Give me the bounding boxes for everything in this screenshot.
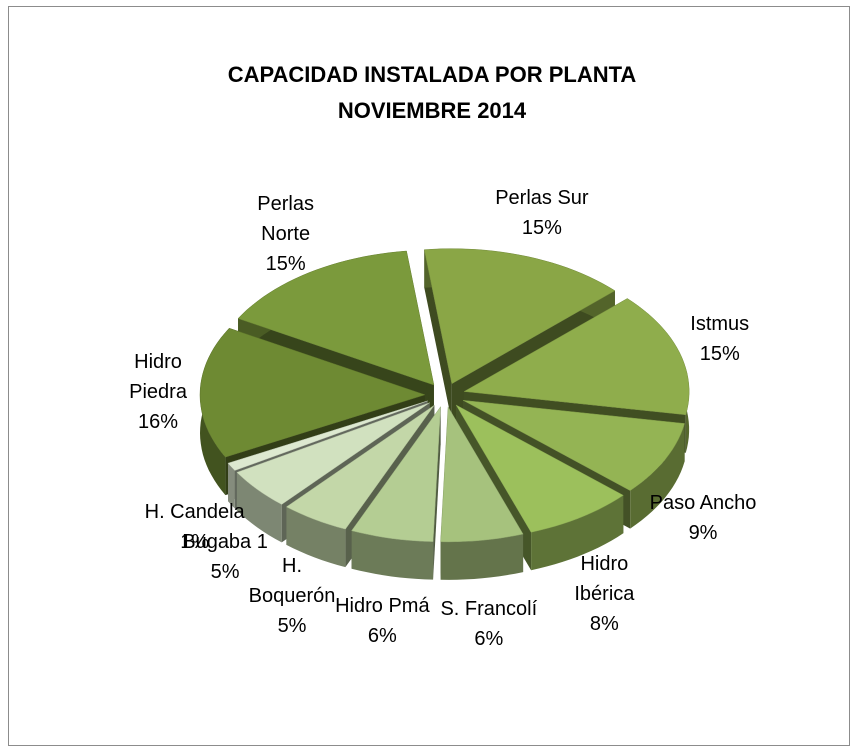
category-label: Perlas Norte (257, 193, 314, 246)
value-label: 9% (688, 521, 718, 544)
value-label: 5% (210, 560, 240, 583)
value-label: 5% (277, 615, 307, 638)
category-label: Hidro Pmá (335, 595, 430, 618)
category-label: Istmus (690, 313, 750, 336)
slice (440, 406, 524, 580)
data-label: Bugaba 1 5% (182, 527, 268, 587)
value-label: 15% (265, 253, 306, 276)
slice (351, 405, 441, 580)
value-label: 15% (699, 343, 740, 366)
slice-top (199, 327, 426, 458)
category-label: Perlas Sur (495, 187, 589, 210)
category-label: Bugaba 1 (182, 530, 268, 553)
data-label: H. Candela 1% (145, 497, 245, 557)
slice-top (237, 250, 435, 386)
value-label: 6% (367, 625, 397, 648)
slice-wall (236, 472, 282, 543)
category-label: Hidro Ibérica (574, 552, 635, 605)
value-label: 6% (474, 627, 504, 650)
slice-wall (286, 506, 346, 568)
data-label: Perlas Sur 15% (495, 183, 588, 243)
data-label: Hidro Pmá 6% (335, 591, 429, 651)
slice-top (462, 400, 685, 491)
data-label: Hidro Ibérica 8% (549, 549, 659, 639)
data-label: Paso Ancho 9% (650, 488, 757, 548)
slice-top (455, 404, 624, 533)
value-label: 1% (180, 531, 210, 554)
slice-side (424, 249, 452, 422)
slice-wall (630, 423, 685, 529)
data-label: Istmus 15% (690, 309, 749, 369)
slice-top (440, 406, 524, 543)
value-label: 15% (521, 217, 562, 240)
slice-wall (440, 534, 524, 580)
category-label: Paso Ancho (649, 491, 757, 514)
chart-border (8, 6, 850, 746)
category-label: H. Boquerón (248, 555, 336, 608)
slice-top (236, 402, 430, 505)
slice-side (433, 406, 441, 580)
data-label: H. Boquerón 5% (237, 551, 347, 641)
value-label: 8% (589, 612, 619, 635)
data-label: Hidro Piedra 16% (103, 347, 213, 437)
slice-top (227, 400, 428, 471)
slice-wall (531, 495, 624, 571)
chart-title: CAPACIDAD INSTALADA POR PLANTA (227, 62, 637, 87)
slice-wall (228, 463, 235, 509)
slice-wall (351, 530, 434, 580)
value-label: 16% (138, 410, 179, 433)
data-label: S. Francolí 6% (440, 594, 537, 654)
slice-top (285, 404, 435, 530)
slice-top (351, 405, 441, 542)
slice-top (423, 248, 616, 385)
category-label: H. Candela (144, 501, 245, 524)
slice-top (463, 298, 690, 416)
data-label: Perlas Norte 15% (231, 189, 341, 279)
category-label: Hidro Piedra (129, 350, 187, 403)
category-label: S. Francolí (440, 597, 538, 620)
chart-subtitle: NOVIEMBRE 2014 (337, 98, 527, 123)
